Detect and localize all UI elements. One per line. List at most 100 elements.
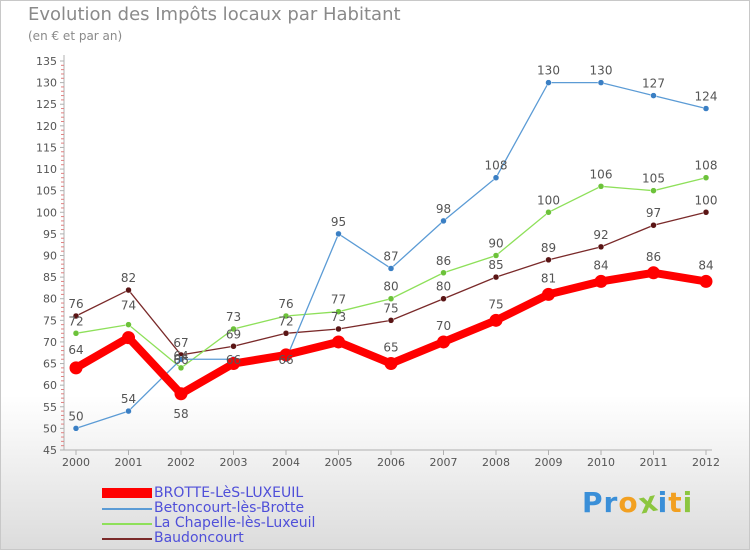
data-point <box>597 79 605 86</box>
y-tick-label: 95 <box>43 228 57 241</box>
data-point <box>72 312 80 320</box>
x-tick-label: 2002 <box>167 456 195 469</box>
data-label: 74 <box>121 299 136 313</box>
data-point <box>387 265 395 272</box>
legend-label-betoncourt: Betoncourt-lès-Brotte <box>154 500 305 516</box>
data-point <box>492 273 500 281</box>
data-label: 92 <box>593 228 608 242</box>
data-point <box>227 357 240 371</box>
data-label: 100 <box>537 193 560 207</box>
x-tick-label: 2001 <box>115 456 143 469</box>
data-point <box>125 407 132 415</box>
data-point <box>545 79 552 86</box>
x-tick-label: 2008 <box>482 456 510 469</box>
legend-item-baudoncourt: Baudoncourt <box>102 530 362 547</box>
y-tick-label: 100 <box>36 206 57 219</box>
proxiti-logo: Proxiti <box>582 484 694 520</box>
data-point <box>279 348 293 362</box>
data-label: 66 <box>278 353 293 367</box>
data-label: 84 <box>698 258 713 272</box>
data-label: 66 <box>173 353 188 367</box>
data-point <box>440 295 447 302</box>
data-point <box>125 321 132 328</box>
data-point <box>177 364 185 372</box>
x-tick-label: 2010 <box>587 456 615 469</box>
y-tick-label: 90 <box>43 250 57 263</box>
data-point <box>335 230 342 238</box>
x-tick-label: 2006 <box>377 456 405 469</box>
data-label: 81 <box>541 271 556 285</box>
data-point <box>177 355 185 363</box>
data-label: 66 <box>226 353 241 367</box>
data-point <box>230 343 237 350</box>
x-tick-label: 2007 <box>430 456 458 469</box>
data-point <box>702 174 710 181</box>
data-label: 86 <box>436 254 451 268</box>
y-tick-label: 60 <box>43 379 57 392</box>
data-point <box>335 308 342 315</box>
logo-letter: i <box>682 486 694 519</box>
logo-letter: i <box>657 486 669 519</box>
data-label: 90 <box>488 237 503 251</box>
data-point <box>69 361 83 375</box>
data-point <box>174 387 188 401</box>
data-label: 73 <box>226 310 241 324</box>
y-tick-label: 80 <box>43 293 57 306</box>
chart-subtitle: (en € et par an) <box>28 29 123 43</box>
data-point <box>597 183 605 190</box>
data-point <box>542 287 555 301</box>
data-label: 64 <box>173 349 188 363</box>
y-tick-label: 55 <box>43 401 57 414</box>
y-tick-label: 75 <box>43 314 57 327</box>
x-tick-label: 2004 <box>272 456 300 469</box>
y-tick-label: 110 <box>36 163 57 176</box>
data-point <box>230 325 237 333</box>
data-point <box>650 221 657 229</box>
data-label: 72 <box>68 314 83 328</box>
legend-swatch-baudoncourt <box>102 538 152 540</box>
data-point <box>702 209 710 216</box>
y-tick-label: 70 <box>43 336 57 349</box>
data-label: 54 <box>121 392 136 406</box>
series-line-2 <box>75 177 707 369</box>
y-tick-label: 85 <box>43 271 57 284</box>
x-tick-label: 2005 <box>325 456 353 469</box>
data-point <box>594 274 608 288</box>
data-label: 85 <box>488 258 503 272</box>
y-tick-label: 45 <box>43 444 57 457</box>
y-tick-label: 135 <box>36 55 57 68</box>
logo-letter: P <box>582 486 604 519</box>
logo-letter: t <box>668 486 683 519</box>
data-point <box>387 317 395 324</box>
data-label: 84 <box>593 258 608 272</box>
data-label: 77 <box>331 293 346 307</box>
legend-item-chapelle: La Chapelle-lès-Luxeuil <box>102 515 362 532</box>
data-point <box>72 425 80 432</box>
data-label: 72 <box>278 314 293 328</box>
data-label: 97 <box>646 206 661 220</box>
data-point <box>489 313 503 327</box>
data-label: 86 <box>646 250 661 264</box>
data-label: 87 <box>383 249 398 263</box>
data-label: 75 <box>488 297 503 311</box>
y-tick-label: 50 <box>43 422 57 435</box>
data-point <box>647 266 660 280</box>
data-point <box>699 274 713 288</box>
y-tick-label: 125 <box>36 98 57 111</box>
x-tick-label: 2000 <box>62 456 90 469</box>
data-label: 106 <box>590 167 613 181</box>
legend-label-chapelle: La Chapelle-lès-Luxeuil <box>154 515 316 531</box>
data-label: 105 <box>642 172 665 186</box>
chart-title: Evolution des Impôts locaux par Habitant <box>28 4 401 25</box>
data-point <box>332 335 345 349</box>
data-label: 50 <box>68 409 83 423</box>
data-label: 98 <box>436 202 451 216</box>
x-tick-label: 2003 <box>220 456 248 469</box>
data-point <box>437 335 450 349</box>
legend-label-baudoncourt: Baudoncourt <box>154 530 244 546</box>
data-label: 108 <box>485 159 508 173</box>
data-label: 75 <box>383 301 398 315</box>
legend-swatch-betoncourt <box>102 508 152 510</box>
data-point <box>440 269 447 277</box>
